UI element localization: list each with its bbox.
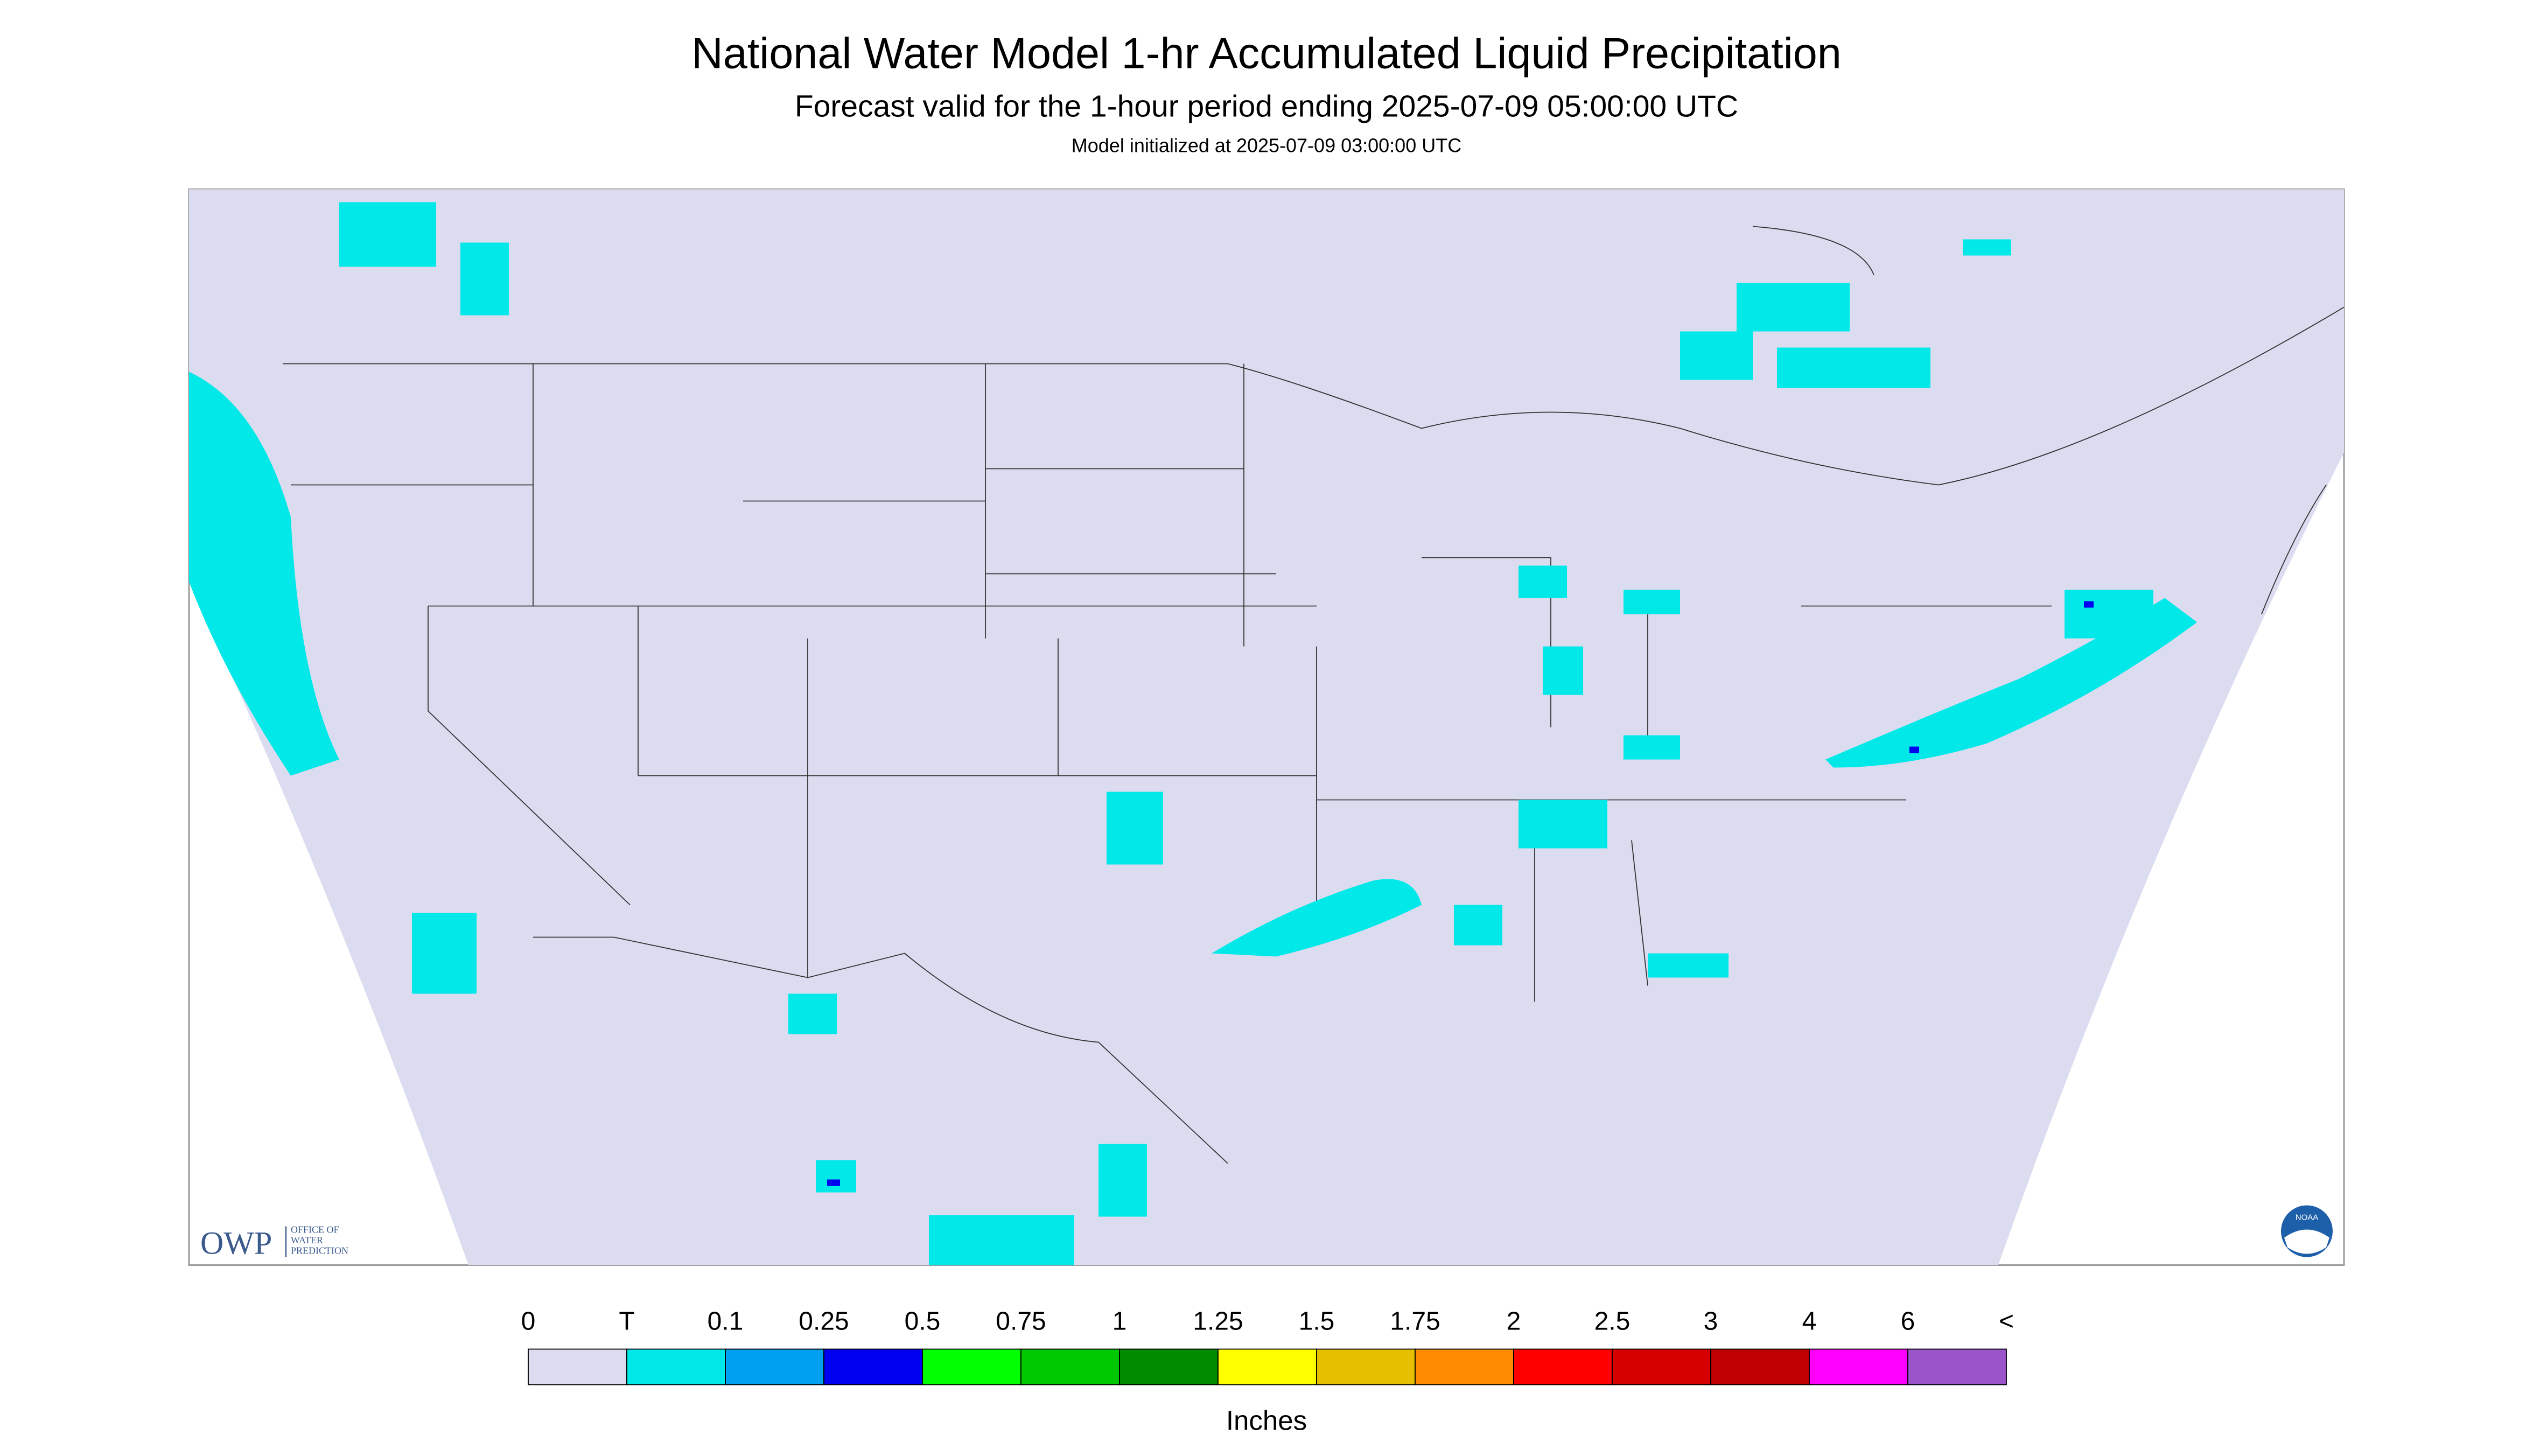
colorbar-label: 1.75 xyxy=(1390,1307,1440,1336)
colorbar-label: 0.75 xyxy=(996,1307,1046,1336)
precip-area xyxy=(1107,792,1163,865)
precip-area xyxy=(1543,646,1583,695)
title: National Water Model 1-hr Accumulated Li… xyxy=(691,30,1842,78)
precip-area xyxy=(2065,590,2153,639)
colorbar-swatch xyxy=(1809,1348,1908,1385)
precip-core xyxy=(2084,601,2094,608)
colorbar-label: 1.5 xyxy=(1299,1307,1335,1336)
precip-area xyxy=(1519,565,1567,598)
precip-area xyxy=(929,1215,1074,1265)
colorbar-swatch xyxy=(922,1348,1021,1385)
owp-logo: OWP OFFICE OF WATER PREDICTION xyxy=(200,1224,348,1261)
colorbar-swatch xyxy=(1907,1348,2007,1385)
colorbar-label: T xyxy=(619,1307,634,1336)
precip-area xyxy=(339,202,436,267)
colorbar-label: 3 xyxy=(1704,1307,1718,1336)
precip-area xyxy=(1680,331,1753,380)
precip-core xyxy=(827,1179,840,1186)
mexico-border xyxy=(533,936,1228,1164)
model-domain xyxy=(189,189,2344,1265)
state-lines xyxy=(291,363,2052,1002)
noaa-emblem-wave xyxy=(2284,1229,2329,1254)
colorbar-swatch xyxy=(1316,1348,1416,1385)
colorbar-label: 2.5 xyxy=(1594,1307,1631,1336)
owp-logo-lines: OFFICE OF WATER PREDICTION xyxy=(291,1224,348,1256)
precip-core xyxy=(1909,746,1919,753)
heavy-precip xyxy=(827,601,2094,1186)
colorbar-swatch xyxy=(1217,1348,1317,1385)
colorbar-label: 2 xyxy=(1507,1307,1521,1336)
precip-area xyxy=(1777,347,1930,388)
colorbar-swatch xyxy=(1415,1348,1514,1385)
owp-logo-line: OFFICE OF xyxy=(291,1224,339,1235)
precip-area xyxy=(412,913,477,994)
init-note: Model initialized at 2025-07-09 03:00:00… xyxy=(1072,135,1461,157)
precip-area xyxy=(1624,735,1680,760)
colorbar-unit: Inches xyxy=(1226,1405,1307,1436)
precip-area xyxy=(1454,905,1502,946)
coast-lines xyxy=(1752,226,2327,614)
precip-area xyxy=(1648,953,1729,978)
colorbar-label: 0.1 xyxy=(708,1307,744,1336)
colorbar-swatch xyxy=(528,1348,627,1385)
colorbar-label: 0.5 xyxy=(905,1307,941,1336)
colorbar-swatch xyxy=(823,1348,923,1385)
colorbar-swatch xyxy=(725,1348,824,1385)
precip-area xyxy=(460,242,509,316)
owp-logo-text: OWP xyxy=(200,1226,272,1261)
precip-areas xyxy=(189,202,2197,1265)
noaa-logo: NOAA xyxy=(2281,1205,2333,1257)
borders xyxy=(283,226,2345,1164)
colorbar-swatch xyxy=(1612,1348,1711,1385)
owp-logo-line: WATER xyxy=(291,1235,323,1245)
precip-area xyxy=(1519,800,1607,849)
precip-area xyxy=(1825,598,2197,768)
canada-border xyxy=(283,306,2345,486)
colorbar-label: < xyxy=(1999,1307,2014,1336)
precip-area xyxy=(1212,879,1422,957)
noaa-logo-text: NOAA xyxy=(2296,1213,2319,1222)
colorbar-swatch xyxy=(1020,1348,1120,1385)
precip-area xyxy=(816,1160,856,1193)
colorbar: 0 T 0.1 0.25 0.5 0.75 1 1.25 1.5 1.75 2 2.5 3 4 6 < xyxy=(521,1307,2014,1385)
precip-area xyxy=(1963,239,2011,256)
colorbar-label: 0.25 xyxy=(799,1307,849,1336)
colorbar-swatch xyxy=(1119,1348,1219,1385)
colorbar-label: 0 xyxy=(521,1307,536,1336)
colorbar-label: 6 xyxy=(1901,1307,1915,1336)
colorbar-label: 4 xyxy=(1802,1307,1817,1336)
precip-area xyxy=(1737,283,1850,332)
precip-area xyxy=(1098,1144,1147,1217)
colorbar-swatch xyxy=(1513,1348,1613,1385)
colorbar-swatch xyxy=(1710,1348,1810,1385)
map: OWP OFFICE OF WATER PREDICTION NOAA xyxy=(188,188,2345,1266)
precip-area xyxy=(189,372,339,776)
subtitle: Forecast valid for the 1-hour period end… xyxy=(795,89,1738,124)
colorbar-swatch xyxy=(626,1348,726,1385)
colorbar-label: 1.25 xyxy=(1193,1307,1243,1336)
precip-area xyxy=(788,993,837,1034)
colorbar-label: 1 xyxy=(1112,1307,1127,1336)
owp-logo-line: PREDICTION xyxy=(291,1245,348,1256)
precip-area xyxy=(1624,590,1680,614)
